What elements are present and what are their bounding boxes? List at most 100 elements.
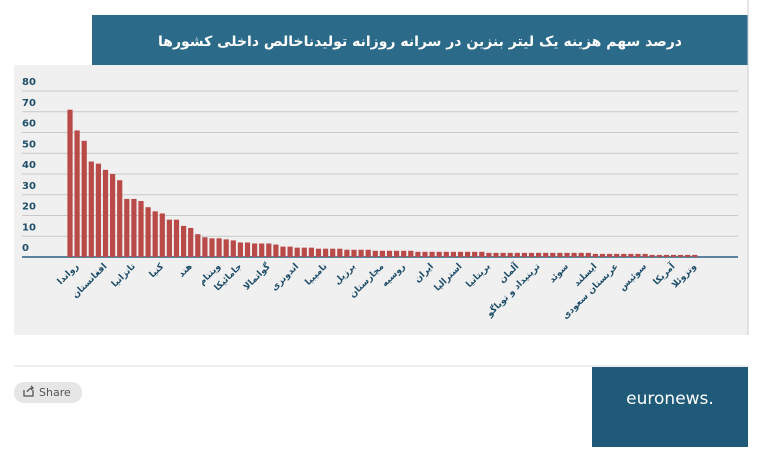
bar [337, 248, 343, 257]
bar [273, 244, 279, 257]
bar [188, 227, 194, 257]
bar [635, 253, 641, 257]
bar [145, 207, 151, 257]
bar [131, 198, 137, 257]
share-button[interactable]: Share [14, 382, 82, 403]
bar [607, 253, 613, 257]
bar [74, 130, 80, 257]
bar [308, 247, 314, 257]
share-icon [26, 385, 34, 393]
bar [514, 252, 520, 257]
bar [670, 254, 677, 257]
bar [95, 163, 101, 257]
chart-title: درصد سهم هزینه یک لیتر بنزین در سرانه رو… [158, 34, 682, 50]
y-tick-label: 40 [22, 160, 36, 171]
bar [110, 174, 116, 257]
bar [152, 211, 158, 257]
bar [166, 219, 172, 257]
bar [266, 243, 272, 257]
bar [252, 243, 258, 257]
bar [323, 248, 329, 257]
bar [124, 198, 130, 257]
bar [394, 250, 400, 257]
brand-logo: euronews. [626, 389, 714, 409]
bar [571, 252, 577, 257]
bar [692, 254, 698, 257]
bar [287, 246, 293, 257]
bar [493, 252, 499, 257]
bar [443, 251, 449, 257]
share-label[interactable]: Share [39, 386, 71, 399]
bar [358, 249, 364, 257]
bar [237, 242, 243, 257]
bar [223, 239, 229, 257]
y-tick-label: 70 [22, 98, 36, 109]
y-tick-label: 0 [22, 243, 29, 254]
bar [330, 248, 336, 257]
bar [117, 180, 123, 257]
bar [642, 253, 648, 257]
share-bg[interactable] [14, 382, 82, 403]
bar [536, 252, 542, 257]
bar [599, 253, 606, 257]
bar [528, 252, 535, 257]
bar [102, 169, 109, 257]
bar [585, 252, 591, 257]
bar [202, 237, 208, 257]
bar [216, 238, 222, 257]
bar [386, 250, 393, 257]
bar [259, 243, 265, 257]
y-tick-label: 80 [22, 77, 36, 88]
bar [450, 251, 456, 257]
bar [138, 200, 144, 257]
bar [195, 234, 201, 257]
y-tick-label: 20 [22, 202, 36, 213]
logo-box [592, 367, 748, 447]
bar [244, 242, 251, 257]
bar [550, 252, 556, 257]
bar [344, 249, 350, 257]
chart-area [14, 65, 748, 335]
y-tick-label: 50 [22, 139, 36, 150]
bar [301, 247, 307, 257]
bar [465, 251, 471, 257]
bar [88, 161, 94, 257]
bar [614, 253, 620, 257]
bar [351, 249, 357, 257]
bar [315, 248, 322, 257]
bar [578, 252, 584, 257]
title-banner [92, 15, 748, 65]
bar [543, 252, 549, 257]
bar [294, 247, 300, 257]
bar [365, 249, 371, 257]
bar [159, 213, 165, 257]
bar [415, 251, 421, 257]
bar [649, 254, 655, 257]
bar [81, 140, 87, 257]
bar [379, 250, 385, 257]
bar [621, 253, 627, 257]
bar [663, 254, 669, 257]
bar [408, 250, 414, 257]
bar [472, 251, 478, 257]
y-tick-label: 30 [22, 181, 36, 192]
share-icon [23, 390, 34, 397]
bar [280, 246, 286, 257]
bar [656, 254, 662, 257]
bar [457, 251, 464, 257]
bar [507, 252, 513, 257]
bar [230, 240, 236, 257]
bar [592, 253, 598, 257]
bar [479, 251, 485, 257]
bar [436, 251, 442, 257]
bar [181, 225, 187, 257]
bar [564, 252, 570, 257]
bar [401, 250, 407, 257]
y-tick-label: 10 [22, 222, 36, 233]
bar [173, 219, 180, 257]
y-tick-label: 60 [22, 119, 36, 130]
bar [500, 252, 506, 257]
bar [422, 251, 428, 257]
bar [209, 238, 215, 257]
